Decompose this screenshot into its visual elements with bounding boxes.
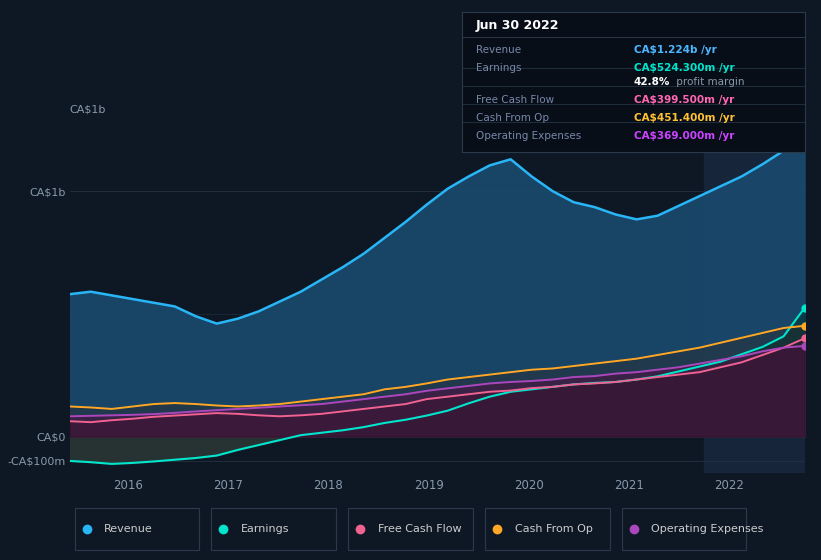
Text: Cash From Op: Cash From Op: [476, 113, 549, 123]
Text: CA$1b: CA$1b: [70, 105, 106, 115]
Text: Cash From Op: Cash From Op: [515, 524, 593, 534]
Text: CA$524.300m /yr: CA$524.300m /yr: [634, 63, 735, 73]
Text: Operating Expenses: Operating Expenses: [476, 132, 581, 141]
Text: 42.8%: 42.8%: [634, 77, 670, 87]
Text: CA$369.000m /yr: CA$369.000m /yr: [634, 132, 734, 141]
Text: Free Cash Flow: Free Cash Flow: [476, 95, 554, 105]
Text: Operating Expenses: Operating Expenses: [652, 524, 764, 534]
Text: Earnings: Earnings: [241, 524, 290, 534]
Text: Jun 30 2022: Jun 30 2022: [476, 19, 559, 32]
Bar: [704, 118, 805, 473]
Text: Revenue: Revenue: [476, 45, 521, 54]
Text: CA$399.500m /yr: CA$399.500m /yr: [634, 95, 734, 105]
Text: profit margin: profit margin: [673, 77, 745, 87]
Text: Revenue: Revenue: [104, 524, 153, 534]
Text: Free Cash Flow: Free Cash Flow: [378, 524, 461, 534]
Text: CA$1.224b /yr: CA$1.224b /yr: [634, 45, 717, 54]
Text: Earnings: Earnings: [476, 63, 521, 73]
Text: CA$451.400m /yr: CA$451.400m /yr: [634, 113, 735, 123]
